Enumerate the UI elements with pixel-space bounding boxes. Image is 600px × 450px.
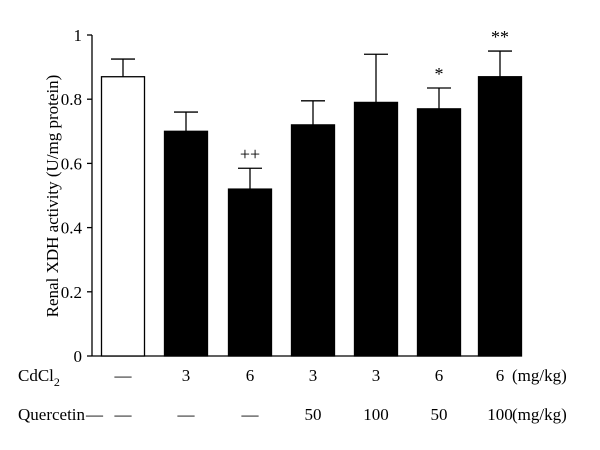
cdcl2-dose: 6 bbox=[496, 366, 505, 385]
bars: ++*** bbox=[100, 27, 523, 357]
treatment-rows: CdCl2 (mg/kg) Quercetin — (mg/kg) — — 3 — 6 —… bbox=[18, 366, 567, 424]
quercetin-dose: — bbox=[241, 405, 260, 424]
y-tick-label: 0.6 bbox=[61, 154, 82, 173]
y-tick-label: 0.8 bbox=[61, 90, 82, 109]
axes: 0 0.2 0.4 0.6 0.8 1 bbox=[61, 26, 510, 366]
bar bbox=[477, 76, 523, 357]
cdcl2-dose: 3 bbox=[309, 366, 318, 385]
y-tick-label: 1 bbox=[74, 26, 83, 45]
cdcl2-dose: 3 bbox=[182, 366, 191, 385]
y-tick-label: 0.2 bbox=[61, 283, 82, 302]
quercetin-unit-label: (mg/kg) bbox=[512, 405, 567, 424]
y-tick-label: 0 bbox=[74, 347, 83, 366]
cdcl2-dose: — bbox=[114, 366, 133, 385]
quercetin-dose: — bbox=[114, 405, 133, 424]
y-tick-label: 0.4 bbox=[61, 219, 83, 238]
quercetin-dose: 100 bbox=[487, 405, 513, 424]
cdcl2-unit-label: (mg/kg) bbox=[512, 366, 567, 385]
significance-label: ++ bbox=[240, 144, 260, 164]
bar bbox=[163, 130, 209, 357]
quercetin-dose: 50 bbox=[305, 405, 322, 424]
cdcl2-dose: 6 bbox=[435, 366, 444, 385]
quercetin-lead-dash: — bbox=[85, 405, 104, 424]
bar bbox=[100, 76, 146, 357]
bar bbox=[353, 101, 399, 357]
cdcl2-row-label: CdCl2 bbox=[18, 366, 60, 389]
bar bbox=[290, 124, 336, 357]
y-axis-label: Renal XDH activity (U/mg protein) bbox=[43, 75, 62, 318]
quercetin-dose: 50 bbox=[431, 405, 448, 424]
bar bbox=[416, 108, 462, 357]
significance-label: ** bbox=[491, 27, 509, 47]
cdcl2-dose: 3 bbox=[372, 366, 381, 385]
significance-label: * bbox=[435, 64, 444, 84]
quercetin-dose: — bbox=[177, 405, 196, 424]
quercetin-dose: 100 bbox=[363, 405, 389, 424]
cdcl2-dose: 6 bbox=[246, 366, 255, 385]
quercetin-row-label: Quercetin bbox=[18, 405, 86, 424]
bar bbox=[227, 188, 273, 357]
